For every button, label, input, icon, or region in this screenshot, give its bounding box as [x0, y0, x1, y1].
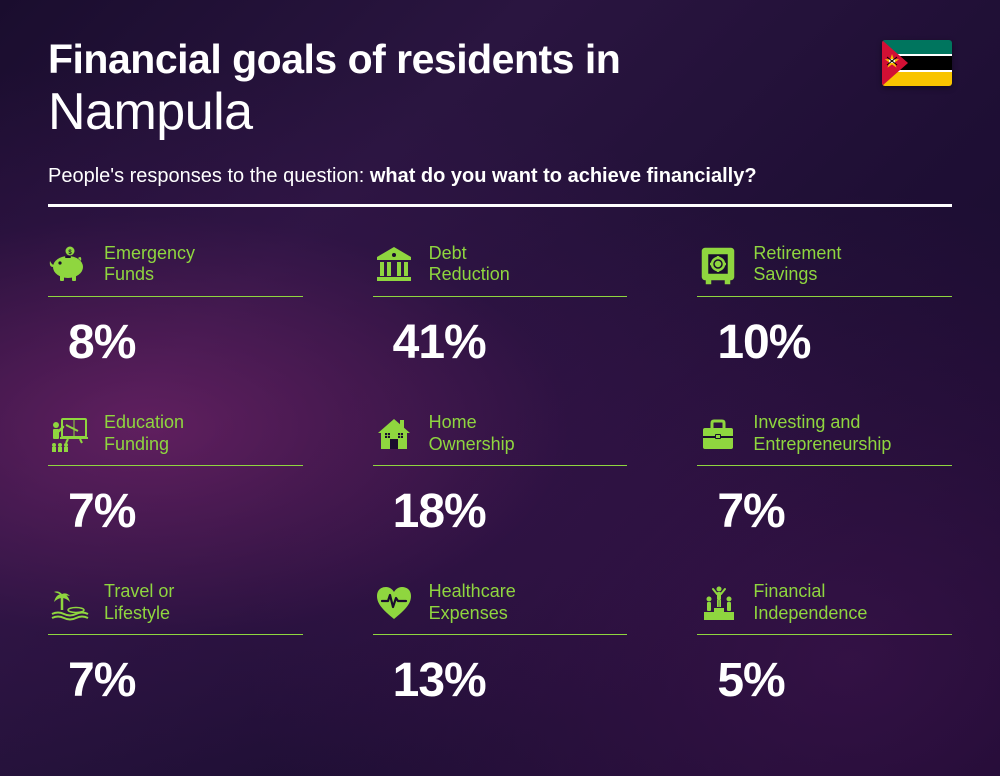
- stat-label: Travel orLifestyle: [104, 581, 174, 624]
- stat-label: Investing andEntrepreneurship: [753, 412, 891, 455]
- stat-value: 10%: [717, 315, 952, 370]
- stat-label: EducationFunding: [104, 412, 184, 455]
- stat-label: RetirementSavings: [753, 243, 841, 286]
- stat-value: 13%: [393, 653, 628, 708]
- independence-icon: [697, 582, 739, 624]
- safe-icon: [697, 243, 739, 285]
- piggy-bank-icon: $: [48, 243, 90, 285]
- stat-education-funding: EducationFunding 7%: [48, 412, 303, 539]
- stat-value: 5%: [717, 653, 952, 708]
- stat-label: EmergencyFunds: [104, 243, 195, 286]
- stat-label: DebtReduction: [429, 243, 510, 286]
- stats-grid: $ EmergencyFunds 8% DebtReduction: [48, 243, 952, 709]
- stat-value: 7%: [68, 484, 303, 539]
- stat-label: FinancialIndependence: [753, 581, 867, 624]
- stat-investing: Investing andEntrepreneurship 7%: [697, 412, 952, 539]
- stat-retirement-savings: RetirementSavings 10%: [697, 243, 952, 370]
- stat-value: 41%: [393, 315, 628, 370]
- stat-travel-lifestyle: Travel orLifestyle 7%: [48, 581, 303, 708]
- bank-icon: [373, 243, 415, 285]
- stat-value: 8%: [68, 315, 303, 370]
- stat-home-ownership: HomeOwnership 18%: [373, 412, 628, 539]
- subtitle: People's responses to the question: what…: [48, 165, 952, 188]
- flag-icon: [882, 40, 952, 86]
- stat-value: 7%: [717, 484, 952, 539]
- house-icon: [373, 413, 415, 455]
- travel-icon: [48, 582, 90, 624]
- briefcase-icon: [697, 413, 739, 455]
- subtitle-lead: People's responses to the question:: [48, 165, 370, 187]
- title-prefix: Financial goals of residents in: [48, 38, 952, 81]
- stat-debt-reduction: DebtReduction 41%: [373, 243, 628, 370]
- stat-healthcare: HealthcareExpenses 13%: [373, 581, 628, 708]
- title-location: Nampula: [48, 83, 952, 143]
- subtitle-bold: what do you want to achieve financially?: [370, 165, 757, 187]
- stat-emergency-funds: $ EmergencyFunds 8%: [48, 243, 303, 370]
- stat-financial-independence: FinancialIndependence 5%: [697, 581, 952, 708]
- stat-value: 7%: [68, 653, 303, 708]
- healthcare-icon: [373, 582, 415, 624]
- education-icon: [48, 413, 90, 455]
- stat-label: HomeOwnership: [429, 412, 515, 455]
- header: Financial goals of residents in Nampula …: [48, 38, 952, 207]
- stat-label: HealthcareExpenses: [429, 581, 516, 624]
- divider: [48, 204, 952, 207]
- stat-value: 18%: [393, 484, 628, 539]
